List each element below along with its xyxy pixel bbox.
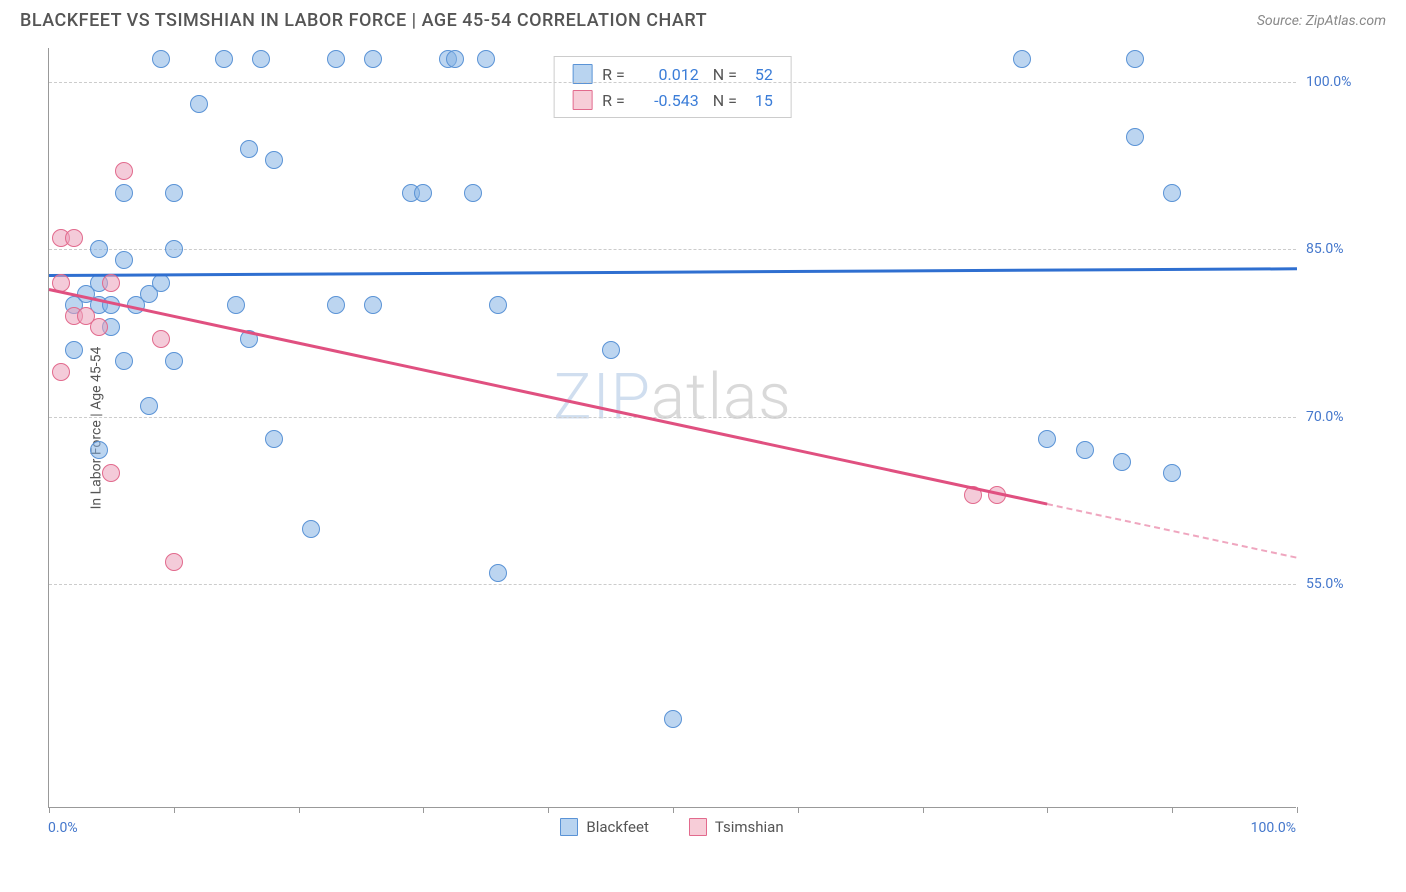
data-point xyxy=(446,50,464,68)
data-point xyxy=(115,162,133,180)
data-point xyxy=(1038,430,1056,448)
series-legend: Blackfeet Tsimshian xyxy=(48,818,1296,836)
legend-swatch xyxy=(560,818,578,836)
x-tick xyxy=(923,807,924,813)
regression-line-extrapolated xyxy=(1047,503,1297,559)
data-point xyxy=(165,352,183,370)
data-point xyxy=(1126,128,1144,146)
r-label: R = xyxy=(602,91,625,110)
regression-line xyxy=(49,288,1048,505)
data-point xyxy=(115,184,133,202)
data-point xyxy=(364,296,382,314)
data-point xyxy=(115,352,133,370)
data-point xyxy=(489,296,507,314)
y-tick-label: 55.0% xyxy=(1306,576,1376,592)
legend-swatch xyxy=(572,90,592,110)
n-label: N = xyxy=(709,91,737,110)
data-point xyxy=(477,50,495,68)
correlation-legend-row: R =0.012 N =52 xyxy=(554,61,791,87)
data-point xyxy=(90,240,108,258)
legend-item: Tsimshian xyxy=(689,818,784,836)
data-point xyxy=(327,296,345,314)
x-tick xyxy=(1297,807,1298,813)
y-tick-label: 70.0% xyxy=(1306,409,1376,425)
data-point xyxy=(90,318,108,336)
n-value: 15 xyxy=(747,91,773,110)
x-tick xyxy=(548,807,549,813)
x-tick xyxy=(798,807,799,813)
data-point xyxy=(1126,50,1144,68)
page-title: BLACKFEET VS TSIMSHIAN IN LABOR FORCE | … xyxy=(20,10,707,31)
x-tick xyxy=(673,807,674,813)
data-point xyxy=(1163,464,1181,482)
data-point xyxy=(252,50,270,68)
data-point xyxy=(90,441,108,459)
data-point xyxy=(414,184,432,202)
data-point xyxy=(152,274,170,292)
data-point xyxy=(115,251,133,269)
data-point xyxy=(165,184,183,202)
legend-label: Tsimshian xyxy=(715,818,784,836)
data-point xyxy=(464,184,482,202)
y-tick-label: 100.0% xyxy=(1306,74,1376,90)
x-tick xyxy=(1172,807,1173,813)
data-point xyxy=(165,240,183,258)
x-tick xyxy=(174,807,175,813)
data-point xyxy=(302,520,320,538)
gridline xyxy=(49,417,1296,418)
data-point xyxy=(52,363,70,381)
correlation-legend: R =0.012 N =52 R = -0.543 N = 15 xyxy=(553,56,792,118)
data-point xyxy=(364,50,382,68)
y-axis-title: In Labor Force | Age 45-54 xyxy=(88,346,104,509)
watermark-zip: ZIP xyxy=(553,360,650,435)
data-point xyxy=(65,341,83,359)
plot-area: In Labor Force | Age 45-54 ZIPatlas R =0… xyxy=(48,48,1296,808)
data-point xyxy=(664,710,682,728)
data-point xyxy=(327,50,345,68)
r-value: -0.543 xyxy=(635,91,699,110)
data-point xyxy=(489,564,507,582)
gridline xyxy=(49,82,1296,83)
x-tick xyxy=(1047,807,1048,813)
data-point xyxy=(190,95,208,113)
data-point xyxy=(265,430,283,448)
correlation-chart: In Labor Force | Age 45-54 ZIPatlas R =0… xyxy=(48,48,1384,808)
data-point xyxy=(1113,453,1131,471)
data-point xyxy=(1013,50,1031,68)
regression-line xyxy=(49,267,1297,276)
legend-item: Blackfeet xyxy=(560,818,648,836)
data-point xyxy=(140,397,158,415)
data-point xyxy=(1163,184,1181,202)
data-point xyxy=(102,464,120,482)
gridline xyxy=(49,249,1296,250)
x-tick xyxy=(49,807,50,813)
x-tick xyxy=(299,807,300,813)
data-point xyxy=(265,151,283,169)
x-tick xyxy=(423,807,424,813)
correlation-legend-row: R = -0.543 N = 15 xyxy=(554,87,791,113)
data-point xyxy=(215,50,233,68)
y-tick-label: 85.0% xyxy=(1306,241,1376,257)
legend-swatch xyxy=(689,818,707,836)
data-point xyxy=(602,341,620,359)
legend-label: Blackfeet xyxy=(586,818,648,836)
data-point xyxy=(152,50,170,68)
gridline xyxy=(49,584,1296,585)
data-point xyxy=(165,553,183,571)
data-point xyxy=(1076,441,1094,459)
data-point xyxy=(240,140,258,158)
data-point xyxy=(65,229,83,247)
data-point xyxy=(102,274,120,292)
data-point xyxy=(227,296,245,314)
data-point xyxy=(152,330,170,348)
source-attribution: Source: ZipAtlas.com xyxy=(1257,13,1386,29)
